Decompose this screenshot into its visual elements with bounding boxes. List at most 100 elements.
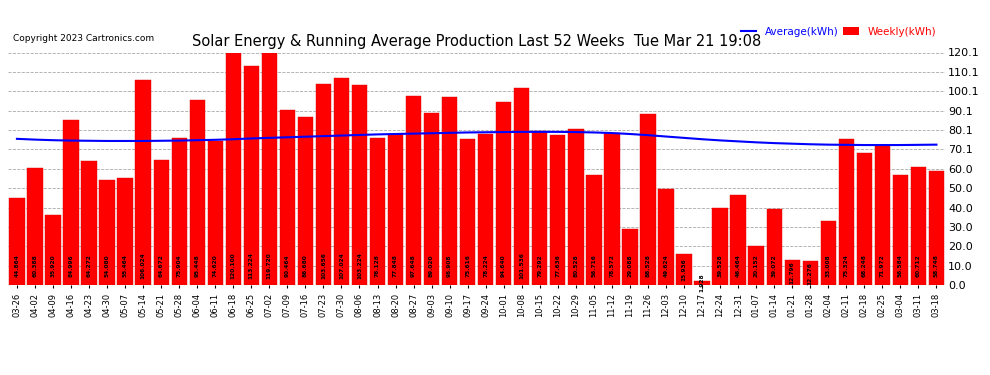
Bar <box>731 195 745 285</box>
Bar <box>226 53 241 285</box>
Text: 35.920: 35.920 <box>50 254 55 277</box>
Bar <box>388 134 403 285</box>
Text: 103.656: 103.656 <box>321 252 326 279</box>
Text: 71.972: 71.972 <box>880 254 885 277</box>
Text: 12.796: 12.796 <box>790 261 795 284</box>
Legend: Average(kWh), Weekly(kWh): Average(kWh), Weekly(kWh) <box>737 23 940 41</box>
Bar <box>766 209 782 285</box>
Bar <box>803 261 818 285</box>
Bar <box>713 209 728 285</box>
Text: 107.024: 107.024 <box>339 252 344 279</box>
Text: 90.464: 90.464 <box>285 254 290 277</box>
Bar <box>586 175 602 285</box>
Bar <box>171 138 187 285</box>
Bar <box>658 189 673 285</box>
Bar <box>244 66 259 285</box>
Bar <box>893 176 908 285</box>
Bar <box>298 117 313 285</box>
Bar <box>604 133 620 285</box>
Text: 58.748: 58.748 <box>934 254 939 277</box>
Text: 33.008: 33.008 <box>826 254 831 277</box>
Bar <box>334 78 349 285</box>
Text: 54.080: 54.080 <box>105 254 110 277</box>
Text: 106.024: 106.024 <box>141 252 146 279</box>
Bar <box>208 141 223 285</box>
Bar <box>280 110 295 285</box>
Title: Solar Energy & Running Average Production Last 52 Weeks  Tue Mar 21 19:08: Solar Energy & Running Average Productio… <box>192 33 761 48</box>
Text: 113.224: 113.224 <box>248 252 253 279</box>
Text: 88.528: 88.528 <box>645 254 650 277</box>
Text: 77.848: 77.848 <box>393 254 398 277</box>
Text: Copyright 2023 Cartronics.com: Copyright 2023 Cartronics.com <box>13 34 153 43</box>
Bar <box>821 221 836 285</box>
Bar <box>351 85 367 285</box>
Text: 80.528: 80.528 <box>573 254 578 277</box>
Bar <box>370 138 385 285</box>
Text: 84.996: 84.996 <box>68 254 73 277</box>
Text: 46.464: 46.464 <box>736 254 741 277</box>
Bar <box>514 88 530 285</box>
Bar <box>748 246 764 285</box>
Text: 39.072: 39.072 <box>771 254 777 277</box>
Text: 60.712: 60.712 <box>916 254 921 277</box>
Bar <box>875 146 890 285</box>
Bar <box>99 180 115 285</box>
Bar <box>9 198 25 285</box>
Bar <box>568 129 583 285</box>
Text: 60.388: 60.388 <box>33 254 38 277</box>
Bar <box>856 153 872 285</box>
Bar <box>496 102 512 285</box>
Text: 75.324: 75.324 <box>843 254 848 277</box>
Text: 29.088: 29.088 <box>628 254 633 277</box>
Text: 55.464: 55.464 <box>123 254 128 277</box>
Text: 56.584: 56.584 <box>898 254 903 277</box>
Text: 68.248: 68.248 <box>862 254 867 277</box>
Bar <box>694 281 710 285</box>
Text: 56.716: 56.716 <box>591 254 596 277</box>
Bar <box>839 139 854 285</box>
Text: 75.904: 75.904 <box>176 254 182 277</box>
Bar <box>153 160 169 285</box>
Text: 75.616: 75.616 <box>465 254 470 277</box>
Bar <box>623 229 638 285</box>
Bar <box>911 168 926 285</box>
Bar <box>189 100 205 285</box>
Text: 94.640: 94.640 <box>501 254 506 277</box>
Bar <box>316 84 331 285</box>
Text: 78.572: 78.572 <box>610 254 615 277</box>
Bar <box>81 160 97 285</box>
Text: 101.536: 101.536 <box>520 252 525 279</box>
Text: 39.528: 39.528 <box>718 254 723 277</box>
Bar <box>46 216 60 285</box>
Bar <box>784 260 800 285</box>
Text: 12.276: 12.276 <box>808 262 813 285</box>
Text: 86.680: 86.680 <box>303 254 308 277</box>
Bar <box>261 53 277 285</box>
Text: 89.020: 89.020 <box>429 254 434 277</box>
Text: 96.908: 96.908 <box>447 254 452 277</box>
Text: 1.928: 1.928 <box>700 274 705 292</box>
Text: 74.620: 74.620 <box>213 254 218 277</box>
Text: 64.272: 64.272 <box>86 254 91 277</box>
Bar <box>118 178 133 285</box>
Bar <box>478 134 493 285</box>
Bar <box>136 80 150 285</box>
Bar <box>63 120 78 285</box>
Bar <box>460 139 475 285</box>
Bar <box>641 114 655 285</box>
Text: 95.448: 95.448 <box>195 254 200 277</box>
Text: 77.636: 77.636 <box>555 254 560 277</box>
Bar <box>929 171 944 285</box>
Bar <box>424 112 440 285</box>
Bar <box>28 168 43 285</box>
Text: 64.672: 64.672 <box>158 254 163 277</box>
Bar <box>550 135 565 285</box>
Text: 78.224: 78.224 <box>483 254 488 277</box>
Text: 15.936: 15.936 <box>681 258 686 281</box>
Bar <box>406 96 421 285</box>
Text: 120.100: 120.100 <box>231 252 236 279</box>
Text: 97.648: 97.648 <box>411 254 416 277</box>
Text: 44.864: 44.864 <box>15 254 20 277</box>
Text: 79.292: 79.292 <box>538 254 543 277</box>
Text: 103.224: 103.224 <box>357 252 362 279</box>
